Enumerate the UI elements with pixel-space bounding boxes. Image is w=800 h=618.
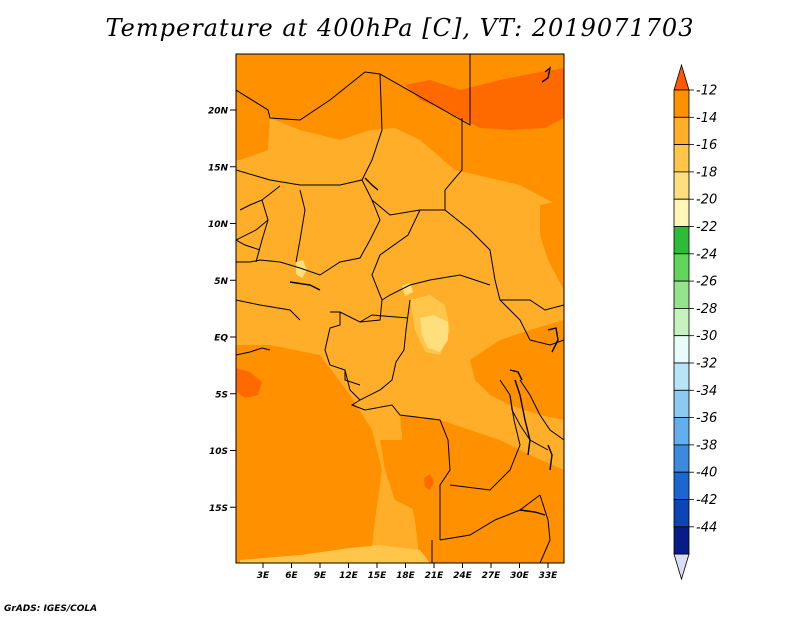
map-frame: [235, 53, 565, 564]
colorbar-label: -20: [696, 193, 717, 208]
colorbar-swatch: [673, 171, 690, 200]
colorbar-label: -24: [696, 247, 717, 262]
lon-label: 27E: [482, 571, 502, 581]
lat-label: 10S: [209, 447, 228, 457]
colorbar-swatch: [673, 116, 690, 146]
lon-label: 18E: [396, 571, 416, 581]
lon-label: 12E: [339, 571, 359, 581]
field-band-minus14-southwest: [236, 345, 382, 563]
lat-label: 15N: [208, 163, 229, 173]
field-band-minus12-south: [380, 440, 430, 510]
colorbar: -12 -14 -16 -18 -20 -22 -24 -26 -28 -30 -32 -34 -36 -…: [673, 63, 717, 581]
colorbar-label: -42: [696, 493, 717, 508]
field-band-minus12-spot: [424, 474, 434, 490]
colorbar-swatch: [673, 335, 690, 364]
colorbar-bottom-triangle: [673, 553, 690, 581]
colorbar-label: -28: [696, 302, 717, 317]
colorbar-label: -30: [696, 329, 717, 344]
lon-label: 24E: [453, 571, 473, 581]
temperature-field: [236, 54, 564, 563]
field-band-minus12-northeast: [405, 68, 564, 130]
colorbar-swatch: [673, 253, 690, 282]
colorbar-label: -38: [696, 438, 717, 453]
lon-label: 6E: [285, 571, 298, 581]
colorbar-swatch: [673, 226, 690, 255]
field-band-minus14-east-mid: [470, 320, 564, 420]
colorbar-swatch: [673, 280, 690, 309]
field-band-minus12-west: [236, 368, 262, 398]
lake-outlines: [289, 66, 559, 516]
colorbar-swatch: [673, 499, 690, 528]
lat-label: 5S: [215, 390, 228, 400]
lon-label: 3E: [257, 571, 270, 581]
field-band-minus18-patch2: [240, 545, 430, 563]
field-band-minus20-patch3: [402, 283, 413, 296]
colorbar-swatch: [673, 389, 690, 418]
lat-label: 5N: [214, 277, 228, 287]
lon-label: 33E: [539, 571, 559, 581]
credit-label: GrADS: IGES/COLA: [4, 604, 98, 614]
colorbar-label: -44: [696, 520, 717, 535]
colorbar-swatch: [673, 144, 690, 173]
lat-label: EQ: [214, 334, 228, 344]
field-band-minus14-east: [540, 200, 564, 290]
country-borders: [236, 54, 564, 563]
lat-label: 15S: [209, 504, 228, 514]
lon-label: 9E: [314, 571, 327, 581]
colorbar-label: -22: [696, 220, 717, 235]
colorbar-label: -16: [696, 138, 717, 153]
colorbar-swatch: [673, 417, 690, 446]
colorbar-top-triangle: [673, 63, 690, 91]
colorbar-swatch: [673, 362, 690, 391]
colorbar-swatch: [673, 89, 690, 118]
longitude-axis: 3E 6E 9E 12E 15E 18E 21E 24E 27E 30E 33E: [257, 563, 558, 581]
lat-label: 10N: [208, 220, 229, 230]
lon-label: 15E: [368, 571, 388, 581]
colorbar-label: -32: [696, 357, 717, 372]
colorbar-swatch: [673, 307, 690, 337]
colorbar-label: -26: [696, 275, 717, 290]
colorbar-label: -18: [696, 165, 717, 180]
colorbar-swatch: [673, 198, 690, 227]
colorbar-swatch: [673, 471, 690, 500]
field-band-minus14-westedge: [236, 82, 270, 160]
colorbar-swatch: [673, 444, 690, 473]
field-band-minus20-patch1: [420, 315, 448, 352]
colorbar-label: -14: [696, 111, 717, 126]
lon-label: 21E: [425, 571, 445, 581]
colorbar-label: -40: [696, 466, 717, 481]
colorbar-swatch: [673, 526, 690, 555]
colorbar-label: -12: [696, 84, 717, 99]
chart-title: Temperature at 400hPa [C], VT: 201907170…: [105, 14, 695, 42]
latitude-axis: 20N 15N 10N 5N EQ 5S 10S 15S: [208, 107, 236, 514]
lon-label: 30E: [510, 571, 530, 581]
lat-label: 20N: [208, 107, 229, 117]
colorbar-label: -36: [696, 411, 717, 426]
colorbar-label: -34: [696, 384, 717, 399]
